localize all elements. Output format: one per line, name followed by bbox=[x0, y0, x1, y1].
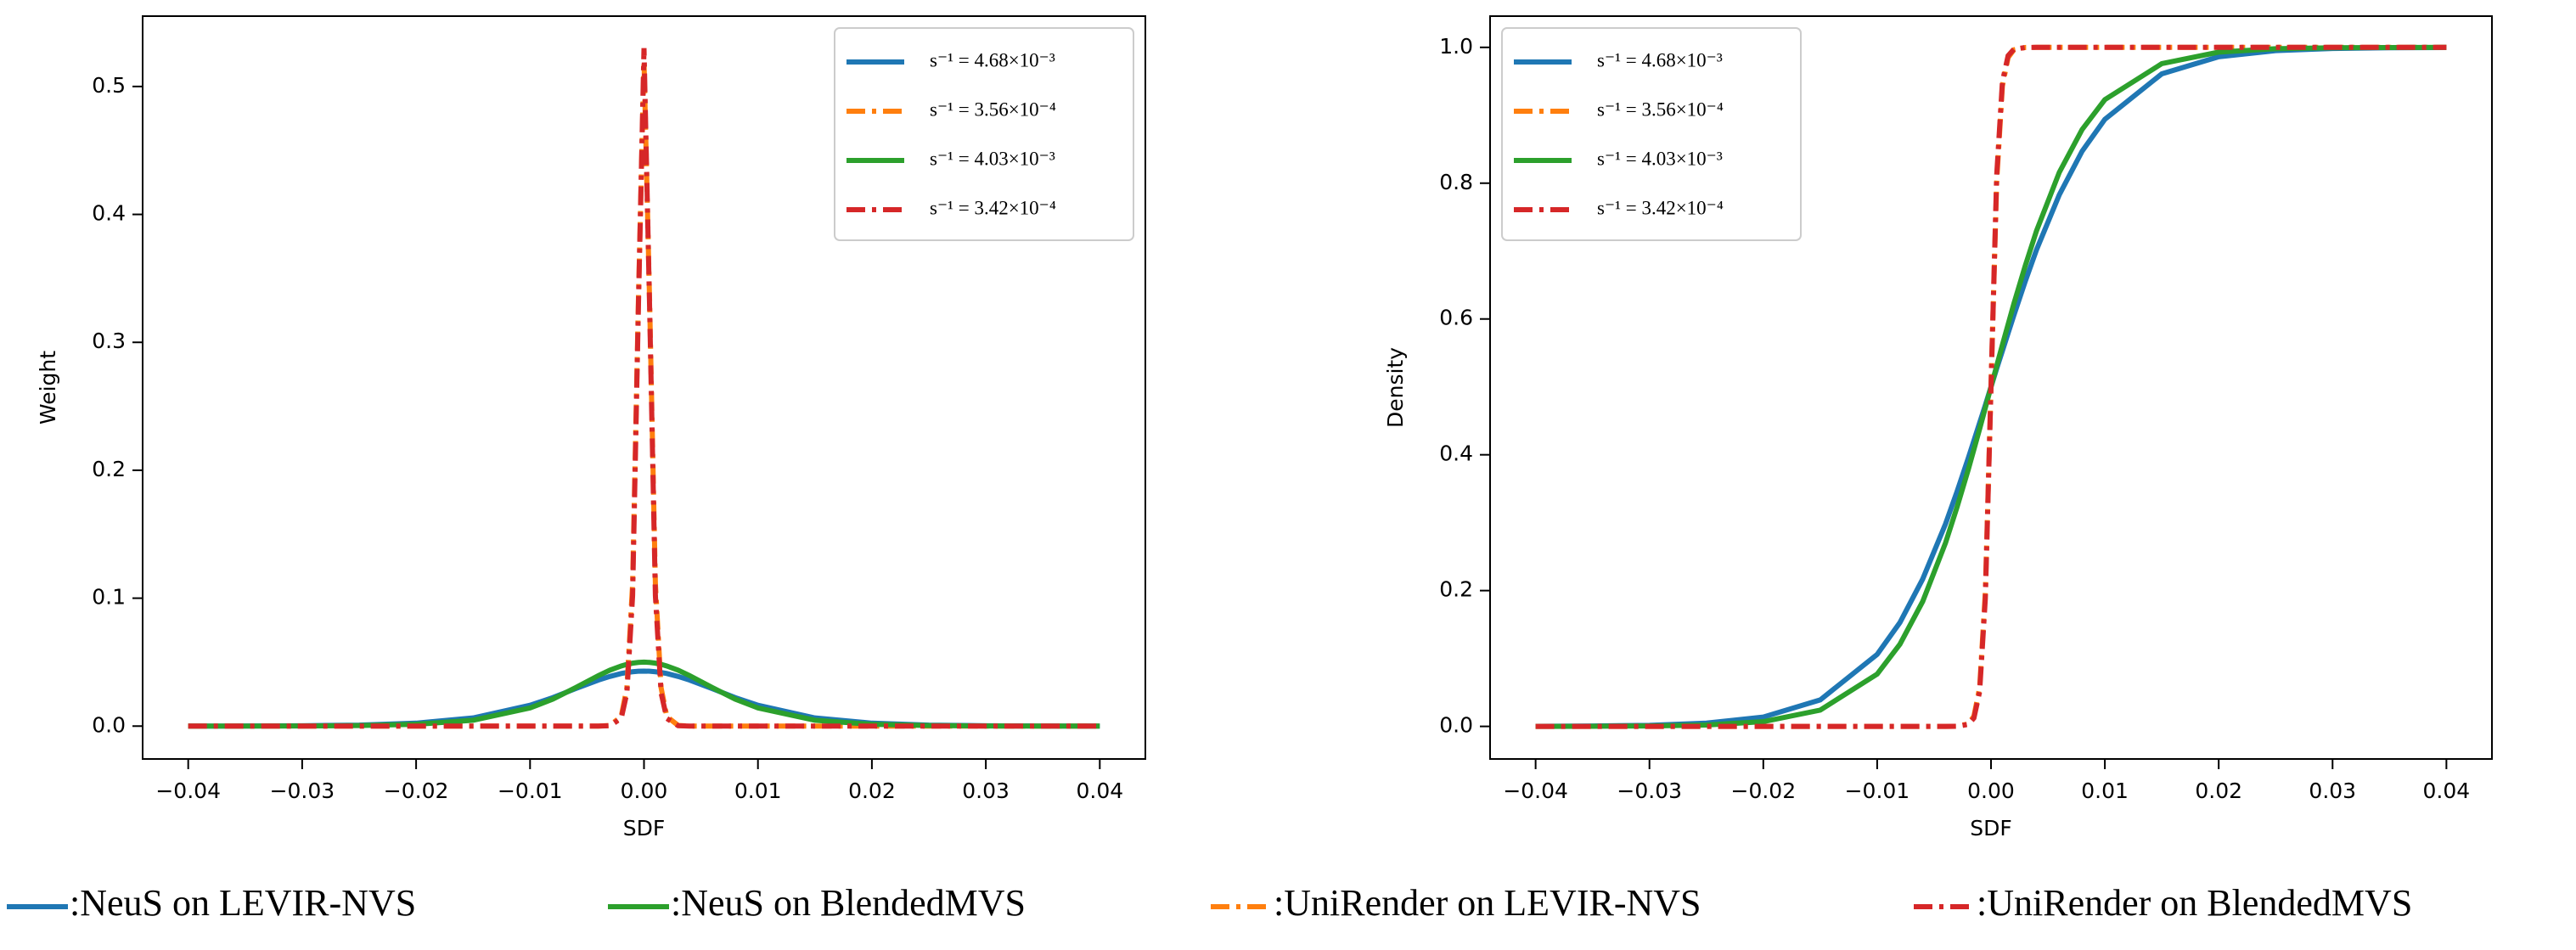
data-line bbox=[188, 668, 1100, 729]
x-tick-label: −0.03 bbox=[1617, 779, 1682, 803]
y-axis-label: Weight bbox=[36, 351, 60, 424]
x-tick-label: −0.03 bbox=[270, 779, 335, 803]
y-tick-label: 0.2 bbox=[92, 457, 126, 481]
data-line bbox=[188, 659, 1100, 729]
y-tick-label: 0.8 bbox=[1439, 170, 1473, 194]
x-tick-label: 0.02 bbox=[2195, 779, 2242, 803]
y-tick-label: 0.0 bbox=[92, 712, 126, 737]
x-tick-label: 0.00 bbox=[621, 779, 668, 803]
y-tick-label: 0.4 bbox=[92, 201, 126, 226]
x-tick-label: −0.01 bbox=[498, 779, 563, 803]
legend-label: s⁻¹ = 4.03×10⁻³ bbox=[1597, 148, 1723, 169]
x-axis-label: SDF bbox=[1970, 816, 2012, 840]
x-tick-label: 0.01 bbox=[734, 779, 782, 803]
legend-label: s⁻¹ = 3.42×10⁻⁴ bbox=[1597, 197, 1724, 218]
x-tick-label: 0.02 bbox=[848, 779, 896, 803]
x-tick-label: 0.01 bbox=[2081, 779, 2129, 803]
y-tick-label: 0.0 bbox=[1439, 713, 1473, 738]
legend-label: s⁻¹ = 3.56×10⁻⁴ bbox=[1597, 98, 1724, 120]
plot-frame bbox=[1489, 15, 2493, 760]
data-line bbox=[1535, 44, 2447, 729]
y-tick-label: 0.2 bbox=[1439, 577, 1473, 602]
y-tick-label: 0.1 bbox=[92, 585, 126, 610]
y-tick-label: 0.3 bbox=[92, 329, 126, 353]
y-tick-label: 0.4 bbox=[1439, 441, 1473, 466]
legend-box bbox=[834, 27, 1134, 241]
legend-box bbox=[1501, 27, 1802, 241]
x-tick-label: 0.04 bbox=[1076, 779, 1123, 803]
legend-label: s⁻¹ = 3.42×10⁻⁴ bbox=[930, 197, 1056, 218]
figure-legend-label: :NeuS on BlendedMVS bbox=[671, 882, 1026, 924]
figure-legend-label: :UniRender on BlendedMVS bbox=[1977, 882, 2412, 924]
y-axis-label: Density bbox=[1383, 347, 1408, 428]
x-tick-label: −0.04 bbox=[1503, 779, 1568, 803]
y-tick-label: 1.0 bbox=[1439, 34, 1473, 59]
x-tick-label: 0.00 bbox=[1967, 779, 2015, 803]
figure-legend-label: :NeuS on LEVIR-NVS bbox=[70, 882, 416, 924]
x-tick-label: 0.03 bbox=[2309, 779, 2356, 803]
x-tick-label: −0.02 bbox=[384, 779, 449, 803]
figure-legend-label: :UniRender on LEVIR-NVS bbox=[1274, 882, 1701, 924]
x-tick-label: −0.01 bbox=[1845, 779, 1910, 803]
legend-label: s⁻¹ = 4.68×10⁻³ bbox=[930, 49, 1055, 70]
x-axis-label: SDF bbox=[623, 816, 666, 840]
x-tick-label: 0.03 bbox=[962, 779, 1010, 803]
data-line bbox=[188, 48, 1100, 729]
legend-label: s⁻¹ = 4.68×10⁻³ bbox=[1597, 49, 1723, 70]
x-tick-label: 0.04 bbox=[2423, 779, 2471, 803]
y-tick-label: 0.6 bbox=[1439, 306, 1473, 330]
y-tick-label: 0.5 bbox=[92, 73, 126, 98]
x-tick-label: −0.02 bbox=[1731, 779, 1797, 803]
plot-frame bbox=[142, 15, 1146, 760]
x-tick-label: −0.04 bbox=[155, 779, 221, 803]
legend-label: s⁻¹ = 3.56×10⁻⁴ bbox=[930, 98, 1056, 120]
legend-label: s⁻¹ = 4.03×10⁻³ bbox=[930, 148, 1055, 169]
